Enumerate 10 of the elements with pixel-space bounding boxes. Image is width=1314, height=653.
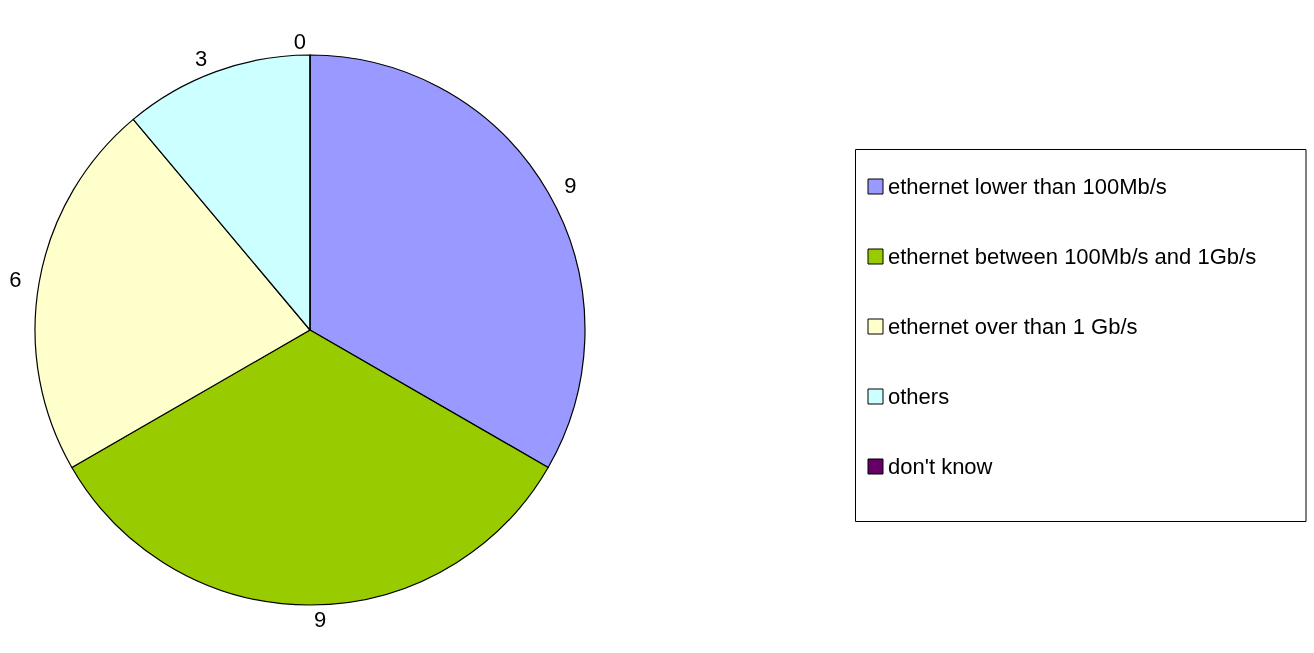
data-label: 3 [194,45,208,71]
legend-label: ethernet between 100Mb/s and 1Gb/s [888,244,1257,269]
legend-label: ethernet lower than 100Mb/s [888,174,1167,199]
data-label: 9 [314,606,327,632]
text: 0 [293,28,306,54]
legend-label: others [888,384,950,409]
data-label: 9 [564,173,577,198]
legend-label: ethernet over than 1 Gb/s [888,314,1138,339]
legend-label: don't know [888,454,993,479]
data-label: 6 [9,267,22,293]
